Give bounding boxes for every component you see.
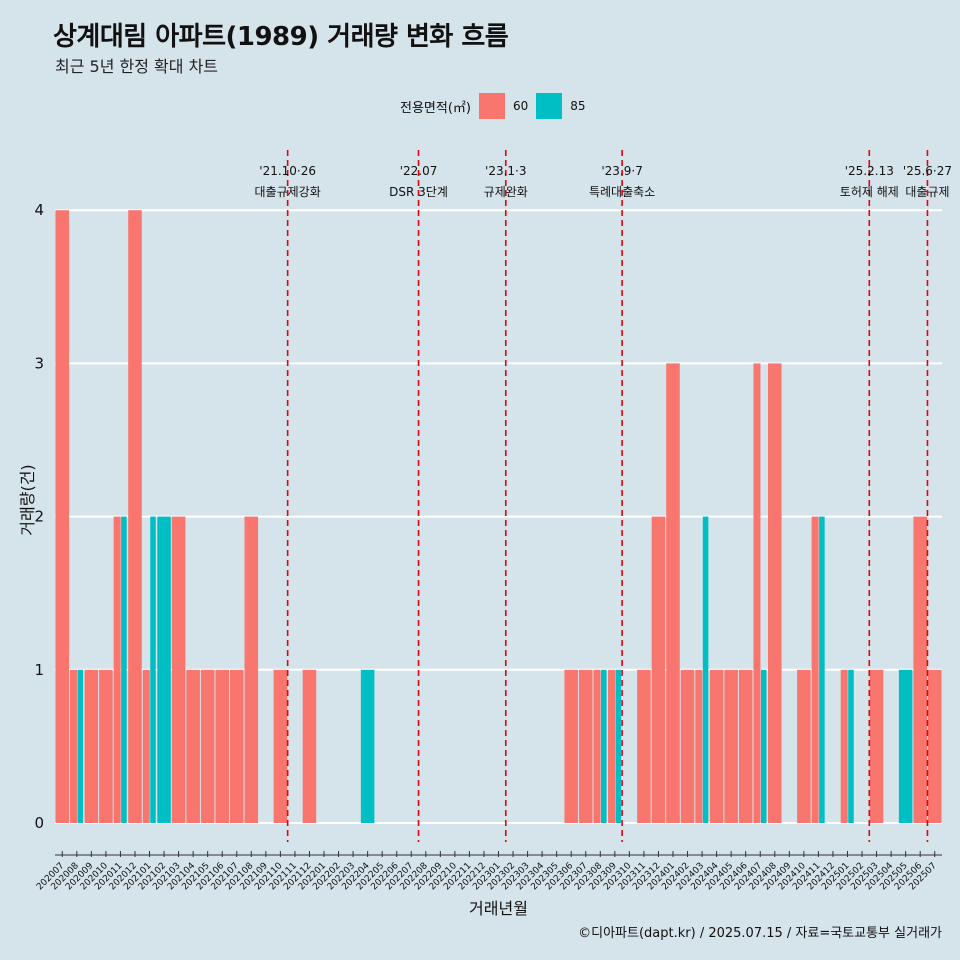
y-tick-label: 0 [34, 814, 44, 832]
bar-60-202107 [229, 669, 244, 823]
bar-60-202108 [244, 516, 259, 823]
bar-85-202008 [77, 669, 84, 823]
bar-85-202101 [150, 516, 156, 823]
legend: 전용면적(㎡) 60 85 [400, 93, 594, 119]
bar-60-202106 [215, 669, 229, 823]
bar-85-202102 [157, 516, 171, 823]
legend-key-60 [478, 93, 505, 119]
bar-85-202403 [702, 516, 709, 823]
event-date-2: '23.1·3 [485, 164, 526, 178]
bar-85-202505 [898, 669, 913, 823]
bar-60-202308 [593, 669, 601, 823]
bar-60-202103 [171, 516, 186, 823]
bar-60-202411 [811, 516, 819, 823]
y-axis-title: 거래량(건) [18, 464, 37, 535]
bar-60-202311 [637, 669, 651, 823]
bar-60-202012 [128, 210, 142, 823]
bar-60-202501 [840, 669, 848, 823]
event-label-3: 특례대출축소 [589, 185, 655, 199]
bar-60-202404 [709, 669, 724, 823]
bar-60-202401 [666, 363, 680, 823]
x-axis-title: 거래년월 [469, 899, 528, 918]
bar-60-202312 [651, 516, 666, 823]
event-date-4: '25.2.13 [845, 164, 894, 178]
source-caption: ©디아파트(dapt.kr) / 2025.07.15 / 자료=국토교통부 실… [578, 926, 942, 941]
bar-60-202309 [608, 669, 616, 823]
bar-60-202101 [142, 669, 150, 823]
bar-60-202009 [84, 669, 99, 823]
event-label-5: 대출규제 [905, 185, 949, 199]
event-label-0: 대출규제강화 [255, 185, 321, 199]
bar-60-202110 [273, 669, 288, 823]
bar-60-202503 [869, 669, 884, 823]
bar-60-202105 [200, 669, 215, 823]
event-date-0: '21.10·26 [259, 164, 316, 178]
bar-60-202403 [695, 669, 703, 823]
y-tick-label: 2 [34, 508, 44, 526]
bar-60-202407 [753, 363, 761, 823]
bar-60-202410 [797, 669, 811, 823]
legend-title: 전용면적(㎡) [400, 100, 471, 116]
bar-60-202307 [578, 669, 593, 823]
bar-60-202408 [768, 363, 782, 823]
bar-60-202104 [186, 669, 200, 823]
bar-85-202411 [819, 516, 825, 823]
bar-60-202405 [724, 669, 738, 823]
event-date-3: '23.9·7 [601, 164, 642, 178]
bar-60-202507 [927, 669, 942, 823]
y-tick-label: 1 [34, 661, 44, 679]
bar-85-202011 [121, 516, 127, 823]
event-label-2: 규제완화 [484, 185, 528, 199]
event-label-4: 토허제 해제 [840, 185, 899, 199]
event-date-1: '22.07 [400, 164, 438, 178]
event-date-5: '25.6·27 [903, 164, 952, 178]
bar-60-202506 [913, 516, 927, 823]
bar-60-202007 [55, 210, 70, 823]
bar-60-202112 [302, 669, 317, 823]
bar-60-202306 [564, 669, 578, 823]
bar-85-202407 [760, 669, 767, 823]
bar-60-202402 [680, 669, 695, 823]
chart-title: 상계대림 아파트(1989) 거래량 변화 흐름 [53, 22, 509, 52]
bar-60-202008 [70, 669, 78, 823]
bar-85-202204 [360, 669, 375, 823]
bar-85-202308 [601, 669, 607, 823]
bar-60-202011 [113, 516, 121, 823]
bar-60-202010 [99, 669, 113, 823]
bar-60-202406 [738, 669, 753, 823]
legend-key-85 [536, 93, 563, 119]
y-tick-label: 4 [34, 201, 44, 219]
legend-label-85: 85 [570, 99, 586, 113]
y-tick-label: 3 [34, 354, 44, 372]
bar-85-202501 [848, 669, 854, 823]
legend-label-60: 60 [512, 99, 529, 113]
chart-subtitle: 최근 5년 한정 확대 차트 [55, 57, 219, 76]
event-label-1: DSR 3단계 [389, 185, 448, 199]
bar-85-202309 [615, 669, 622, 823]
